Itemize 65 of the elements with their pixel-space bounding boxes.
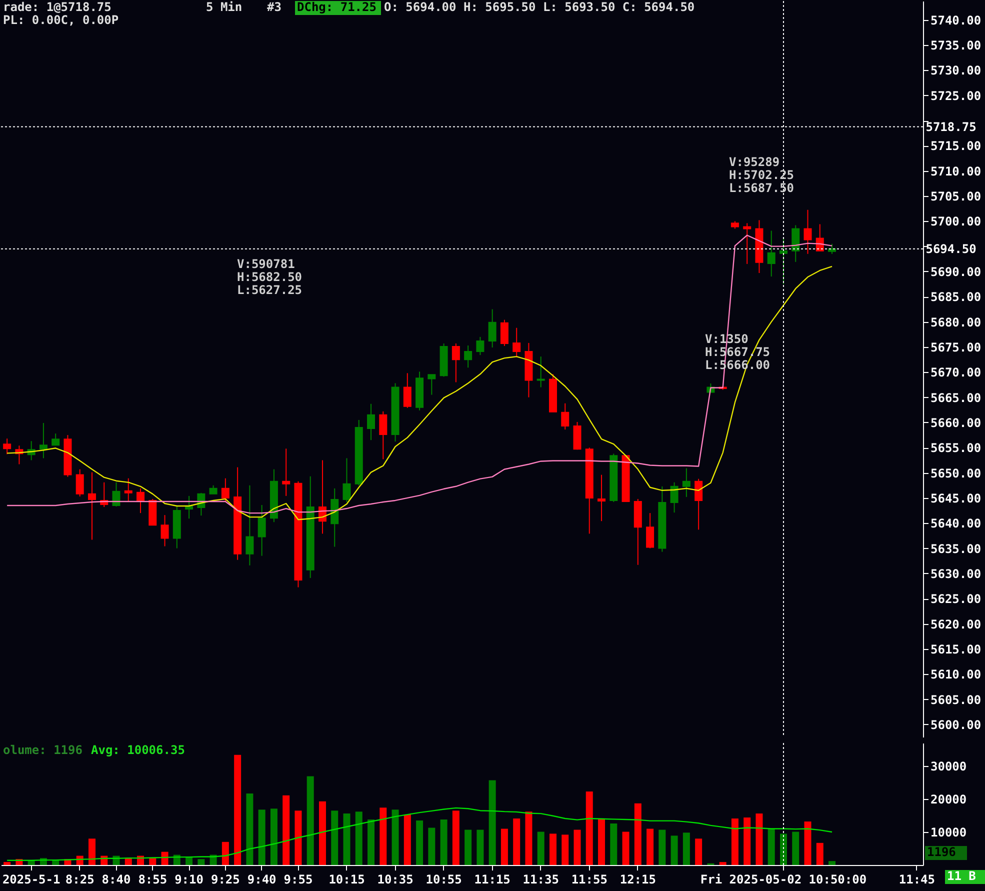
y-tick-label: 5655.00 — [930, 441, 982, 456]
y-tick-label: 5680.00 — [930, 315, 982, 330]
y-tick-label: 5665.00 — [930, 390, 982, 405]
x-tick-label: 9:40 — [247, 872, 276, 886]
y-tick-label: 10000 — [930, 826, 967, 840]
annotation: V:590781 — [237, 257, 295, 271]
y-tick-label: 5670.00 — [930, 366, 982, 380]
annotation: olume: 1196 — [3, 743, 82, 757]
annotation: rade: 1@5718.75 — [3, 0, 112, 14]
y-tick-label: 5710.00 — [930, 164, 982, 178]
annotation: V:95289 — [729, 155, 780, 169]
x-tick-label: 10:15 — [328, 872, 365, 886]
y-tick-label: 5645.00 — [930, 491, 982, 506]
y-tick-label: 5625.00 — [930, 592, 982, 606]
x-tick-label: 11:45 — [898, 872, 935, 886]
annotation: Avg: 10006.35 — [91, 743, 185, 757]
ref-line-label: 5694.50 — [926, 242, 976, 256]
x-tick-label: 12:15 — [620, 872, 656, 886]
y-tick-label: 30000 — [930, 760, 967, 774]
y-tick-label: 5690.00 — [930, 264, 982, 279]
text: 1196 — [927, 845, 956, 859]
x-tick-label: 8:40 — [102, 872, 131, 886]
y-tick-label: 5730.00 — [930, 64, 982, 78]
annotation: 5 Min — [206, 0, 242, 14]
x-tick-label: 9:10 — [174, 872, 204, 886]
y-tick-label: 5635.00 — [930, 542, 982, 556]
y-tick-label: 5630.00 — [930, 566, 982, 581]
y-tick-label: 5600.00 — [930, 718, 982, 732]
x-tick-label: 11:35 — [522, 872, 559, 886]
annotation: L:5687.50 — [729, 181, 794, 195]
y-tick-label: 5725.00 — [930, 88, 982, 103]
y-tick-label: 5705.00 — [930, 190, 982, 204]
annotation: PL: 0.00C, 0.00P — [3, 13, 119, 27]
x-tick-label: 11:15 — [474, 872, 510, 886]
y-tick-label: 5640.00 — [930, 516, 982, 531]
y-tick-label: 5735.00 — [930, 38, 982, 53]
x-tick-label: 2025-5-1 — [2, 872, 60, 886]
x-tick-label: 10:35 — [377, 872, 414, 886]
y-tick-label: 5660.00 — [930, 416, 982, 430]
annotation: DChg: 71.25 — [297, 0, 376, 14]
y-tick-label: 5610.00 — [930, 668, 982, 682]
y-tick-label: 5605.00 — [930, 692, 982, 707]
y-tick-label: 5620.00 — [930, 617, 982, 632]
y-tick-label: 5740.00 — [930, 13, 982, 28]
y-tick-label: 5675.00 — [930, 340, 982, 354]
x-tick-label: 11:55 — [571, 872, 608, 886]
annotation: O: 5694.00 H: 5695.50 L: 5693.50 C: 5694.50 — [384, 0, 695, 14]
ref-line-label: 5718.75 — [926, 120, 976, 134]
annotation: H:5702.25 — [729, 168, 794, 182]
text: 11 B — [947, 869, 976, 883]
y-tick-label: 5615.00 — [930, 642, 982, 656]
x-tick-label: 8:55 — [138, 872, 168, 886]
x-tick-label: 9:25 — [210, 872, 240, 886]
x-tick-label: 8:25 — [65, 872, 94, 886]
x-tick-label: 9:55 — [284, 872, 313, 886]
y-tick-label: 20000 — [930, 792, 967, 807]
annotation: L:5627.25 — [237, 283, 302, 297]
annotation: H:5682.50 — [237, 270, 302, 284]
y-tick-label: 5650.00 — [930, 466, 982, 480]
y-tick-label: 5685.00 — [930, 290, 982, 304]
x-tick-label: Fri 2025-05-02 10:50:00 — [700, 872, 867, 886]
x-tick-label: 10:55 — [426, 872, 462, 886]
y-tick-label: 5700.00 — [930, 214, 982, 229]
y-tick-label: 5715.00 — [930, 139, 982, 154]
annotation: #3 — [267, 0, 282, 14]
